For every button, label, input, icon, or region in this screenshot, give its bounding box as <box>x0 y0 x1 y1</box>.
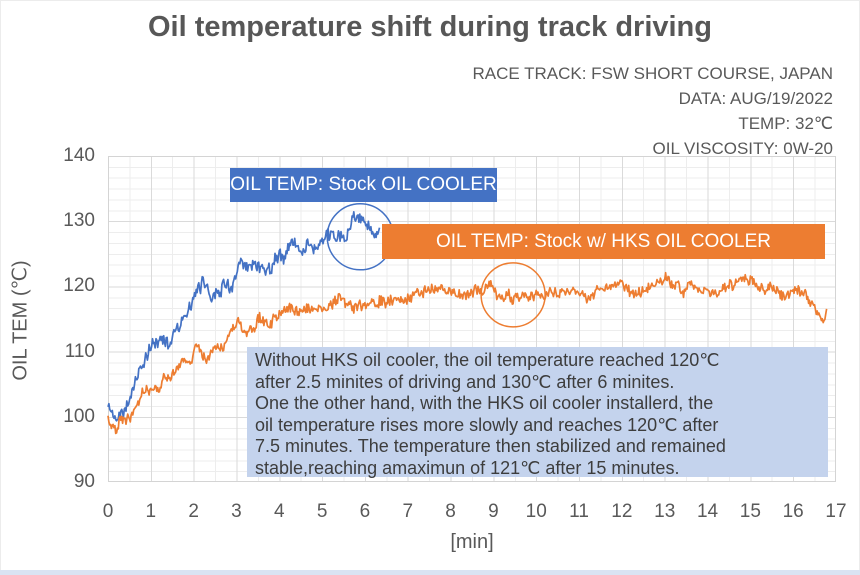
annotation-line: stable,reaching amaximun of 121℃ after 1… <box>255 457 680 478</box>
y-tick-label: 120 <box>63 275 95 297</box>
annotation-line: oil temperature rises more slowly and re… <box>255 414 719 435</box>
x-tick-label: 5 <box>316 501 328 522</box>
annotation-line: after 2.5 minites of driving and 130℃ af… <box>255 371 675 392</box>
bottom-accent-bar <box>0 570 860 575</box>
chart-title: Oil temperature shift during track drivi… <box>148 11 712 43</box>
x-tick-label: 0 <box>102 501 114 522</box>
x-tick-label: 15 <box>739 501 761 522</box>
annotation-line: One the other hand, with the HKS oil coo… <box>255 393 714 414</box>
x-tick-label: 16 <box>782 501 804 522</box>
annotation-box: Without HKS oil cooler, the oil temperat… <box>247 347 828 478</box>
x-tick-label: 13 <box>654 501 676 522</box>
y-tick-label: 140 <box>63 145 95 166</box>
y-tick-label: 130 <box>63 210 95 232</box>
x-tick-label: 12 <box>611 501 633 522</box>
legend-stock-oil-cooler: OIL TEMP: Stock OIL COOLER <box>230 168 497 202</box>
x-tick-label: 3 <box>231 501 242 522</box>
y-axis-title: OIL TEM (℃) <box>9 260 32 381</box>
annotation-line: Without HKS oil cooler, the oil temperat… <box>255 350 720 370</box>
meta-race-track: RACE TRACK: FSW SHORT COURSE, JAPAN <box>472 64 833 83</box>
x-tick-label: 6 <box>359 501 371 522</box>
x-tick-label: 4 <box>273 501 285 522</box>
series-line-stock-cooler <box>107 211 381 422</box>
x-tick-label: 2 <box>188 501 199 522</box>
x-tick-label: 1 <box>145 501 157 522</box>
y-tick-label: 90 <box>73 471 95 492</box>
x-tick-label: 7 <box>402 501 414 522</box>
x-axis-label: [min] <box>450 531 494 553</box>
series-line-hks-cooler <box>107 271 828 435</box>
meta-temp: TEMP: 32℃ <box>738 114 833 133</box>
meta-date: DATA: AUG/19/2022 <box>678 89 833 108</box>
x-tick-label: 10 <box>525 501 547 522</box>
x-tick-label: 8 <box>445 501 456 522</box>
x-tick-label: 14 <box>696 501 719 522</box>
x-tick-label: 17 <box>825 501 847 522</box>
meta-oil-viscosity: OIL VISCOSITY: 0W-20 <box>652 139 833 158</box>
legend-hks-oil-cooler: OIL TEMP: Stock w/ HKS OIL COOLER <box>382 224 825 259</box>
x-tick-label: 9 <box>488 501 499 522</box>
highlight-circle-hks <box>480 262 546 328</box>
annotation-line: 7.5 minutes. The temperature then stabil… <box>255 436 726 457</box>
x-tick-label: 11 <box>569 501 589 522</box>
y-tick-label: 100 <box>63 405 95 427</box>
meta-info: RACE TRACK: FSW SHORT COURSE, JAPAN DATA… <box>472 61 833 161</box>
y-tick-label: 110 <box>64 340 95 362</box>
